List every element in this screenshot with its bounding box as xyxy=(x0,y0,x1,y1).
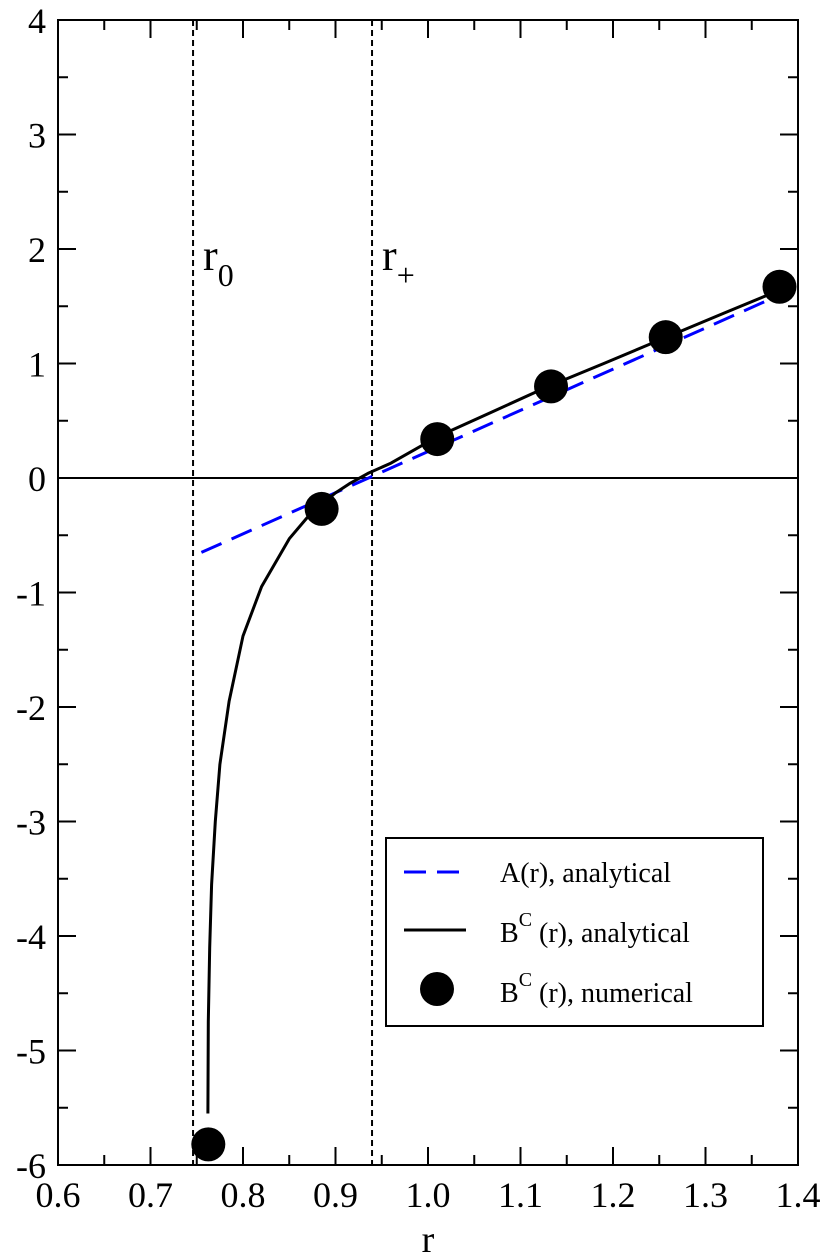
x-tick-label: 0.9 xyxy=(313,1175,358,1215)
x-tick-label: 0.8 xyxy=(221,1175,266,1215)
x-tick-label: 0.6 xyxy=(36,1175,81,1215)
legend-label-a-analytical: A(r), analytical xyxy=(500,858,671,889)
y-tick-label: 4 xyxy=(28,1,46,41)
y-tick-label: -1 xyxy=(16,574,46,614)
data-point-numerical xyxy=(762,269,797,304)
x-tick-label: 1.2 xyxy=(591,1175,636,1215)
x-tick-label: 1.1 xyxy=(498,1175,543,1215)
y-tick-label: 0 xyxy=(28,459,46,499)
data-point-numerical xyxy=(191,1127,226,1162)
y-tick-label: -3 xyxy=(16,803,46,843)
data-point-numerical xyxy=(420,422,455,457)
data-point-numerical xyxy=(304,491,339,526)
vertical-line-label-r0: r0 xyxy=(203,231,234,293)
data-point-numerical xyxy=(648,320,683,355)
y-tick-label: 2 xyxy=(28,230,46,270)
y-tick-label: 1 xyxy=(28,345,46,385)
vertical-line-label-rplus: r+ xyxy=(382,231,415,293)
data-point-numerical xyxy=(534,369,569,404)
y-tick-label: -4 xyxy=(16,917,46,957)
y-tick-label: -6 xyxy=(16,1146,46,1186)
x-axis-label: r xyxy=(422,1219,435,1256)
legend-label-b-numerical: BC (r), numerical xyxy=(500,969,693,1009)
legend: A(r), analytical BC (r), analytical BC (… xyxy=(385,837,764,1027)
x-tick-label: 0.7 xyxy=(128,1175,173,1215)
legend-key-b-numerical xyxy=(420,972,454,1006)
legend-label-b-analytical: BC (r), analytical xyxy=(500,909,690,949)
y-tick-label: 3 xyxy=(28,116,46,156)
y-tick-label: -5 xyxy=(16,1032,46,1072)
series-line-a-analytical xyxy=(200,295,776,554)
x-tick-label: 1.0 xyxy=(406,1175,451,1215)
y-tick-label: -2 xyxy=(16,688,46,728)
x-tick-label: 1.4 xyxy=(776,1175,821,1215)
x-tick-label: 1.3 xyxy=(683,1175,728,1215)
